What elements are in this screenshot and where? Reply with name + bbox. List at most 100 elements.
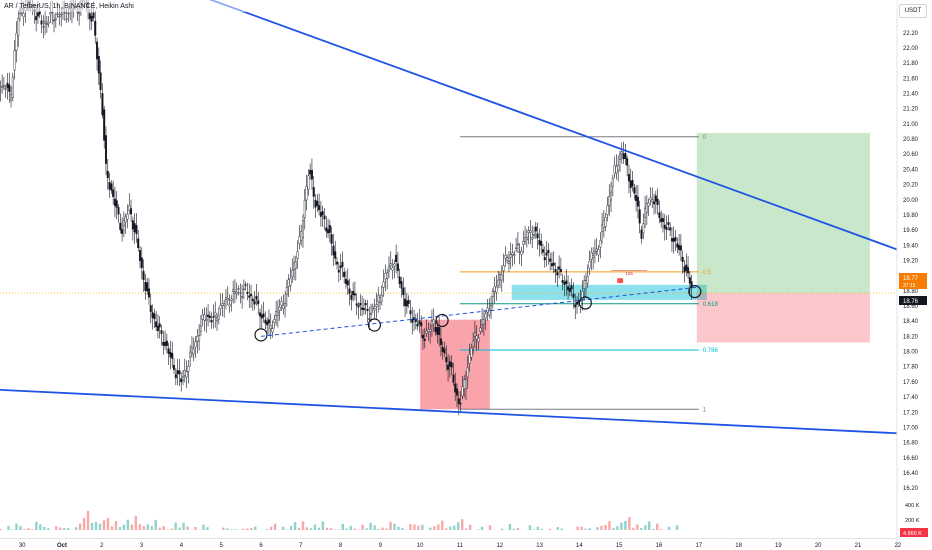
candle	[361, 295, 364, 317]
candle	[407, 295, 410, 308]
candle	[44, 9, 47, 35]
candle	[611, 174, 614, 197]
x-tick-label-22: 22	[894, 543, 901, 549]
candle	[565, 269, 568, 296]
candle	[644, 196, 647, 228]
candle-body	[298, 236, 301, 244]
candle-body	[473, 332, 476, 337]
candle-body	[389, 263, 392, 266]
candle-body	[323, 215, 326, 220]
x-tick-label-7: 7	[299, 543, 303, 549]
volume-bar	[27, 528, 30, 530]
candle	[647, 198, 650, 217]
candle-body	[633, 187, 636, 194]
volume-bar	[214, 532, 216, 537]
volume-bar	[560, 528, 563, 530]
candle-body	[461, 386, 464, 397]
candle-body	[479, 327, 482, 332]
volume-bar	[337, 529, 341, 530]
candle-body	[653, 201, 656, 205]
candle	[613, 156, 616, 179]
candle-body	[618, 153, 621, 160]
candle	[362, 298, 365, 315]
candle	[386, 268, 389, 290]
candle-body	[416, 323, 419, 327]
y-tick-label-24: 21.00	[903, 122, 919, 128]
candle	[459, 391, 462, 412]
candle-body	[624, 153, 627, 159]
candle-body	[590, 252, 593, 260]
candle	[230, 295, 233, 312]
volume-bar	[525, 530, 527, 537]
candle-body	[13, 50, 16, 71]
candle-body	[599, 240, 602, 248]
volume-bar	[592, 531, 594, 537]
candle	[237, 285, 240, 296]
candle-body	[126, 214, 129, 220]
candle	[572, 282, 575, 309]
candle	[418, 308, 421, 333]
candle-body	[518, 251, 521, 253]
candle-body	[334, 251, 337, 259]
y-tick-label-4: 17.00	[903, 425, 919, 431]
candle	[672, 226, 675, 254]
volume-bar	[405, 529, 408, 530]
candle-body	[565, 280, 568, 284]
x-tick-label-5: 5	[220, 543, 224, 549]
candle-body	[482, 319, 485, 325]
candle	[257, 291, 260, 315]
candle-body	[146, 282, 149, 292]
candle-body	[201, 314, 204, 320]
candle-body	[493, 286, 496, 292]
volume-bar	[353, 528, 356, 530]
candle	[108, 172, 111, 198]
candle	[423, 327, 426, 349]
volume-bar	[333, 529, 337, 530]
candle-body	[332, 245, 335, 256]
volume-bar	[341, 523, 344, 530]
candle-body	[472, 340, 475, 347]
candle-body	[421, 334, 424, 339]
volume-bar	[692, 532, 694, 537]
candle-body	[527, 230, 530, 233]
candle-body	[104, 135, 107, 164]
volume-bar	[357, 529, 360, 530]
candle-body	[223, 303, 226, 306]
candle	[445, 345, 448, 371]
candle	[488, 298, 491, 319]
volume-bar	[55, 526, 58, 530]
volume-bar	[198, 529, 201, 530]
candle	[53, 13, 56, 33]
candle-body	[477, 337, 480, 342]
candle-body	[280, 301, 283, 306]
volume-bar	[369, 523, 372, 530]
fib-level-label-0: 0	[703, 135, 707, 141]
candle-body	[273, 319, 276, 323]
candle	[592, 247, 595, 270]
candle-body	[128, 205, 131, 211]
volume-bar	[154, 519, 157, 530]
candle-body	[391, 267, 394, 271]
candle-body	[282, 305, 285, 310]
candle-body	[153, 313, 156, 320]
candle	[6, 73, 9, 100]
volume-bar	[166, 529, 169, 530]
volume-bar	[118, 527, 122, 530]
candle-body	[162, 341, 165, 346]
volume-bar	[564, 531, 566, 537]
candle	[414, 313, 417, 330]
candle	[228, 294, 231, 313]
y-tick-label-6: 17.40	[903, 395, 919, 401]
candle	[336, 256, 339, 270]
candle-body	[445, 357, 448, 363]
trendline-0	[208, 0, 897, 251]
candle-body	[679, 245, 682, 251]
candle-body	[352, 290, 355, 295]
candle-body	[205, 319, 208, 321]
currency-button[interactable]: USDT	[899, 4, 927, 18]
candle	[626, 155, 629, 177]
candle	[472, 332, 475, 355]
candle-body	[470, 347, 473, 358]
volume-bar	[381, 527, 384, 530]
